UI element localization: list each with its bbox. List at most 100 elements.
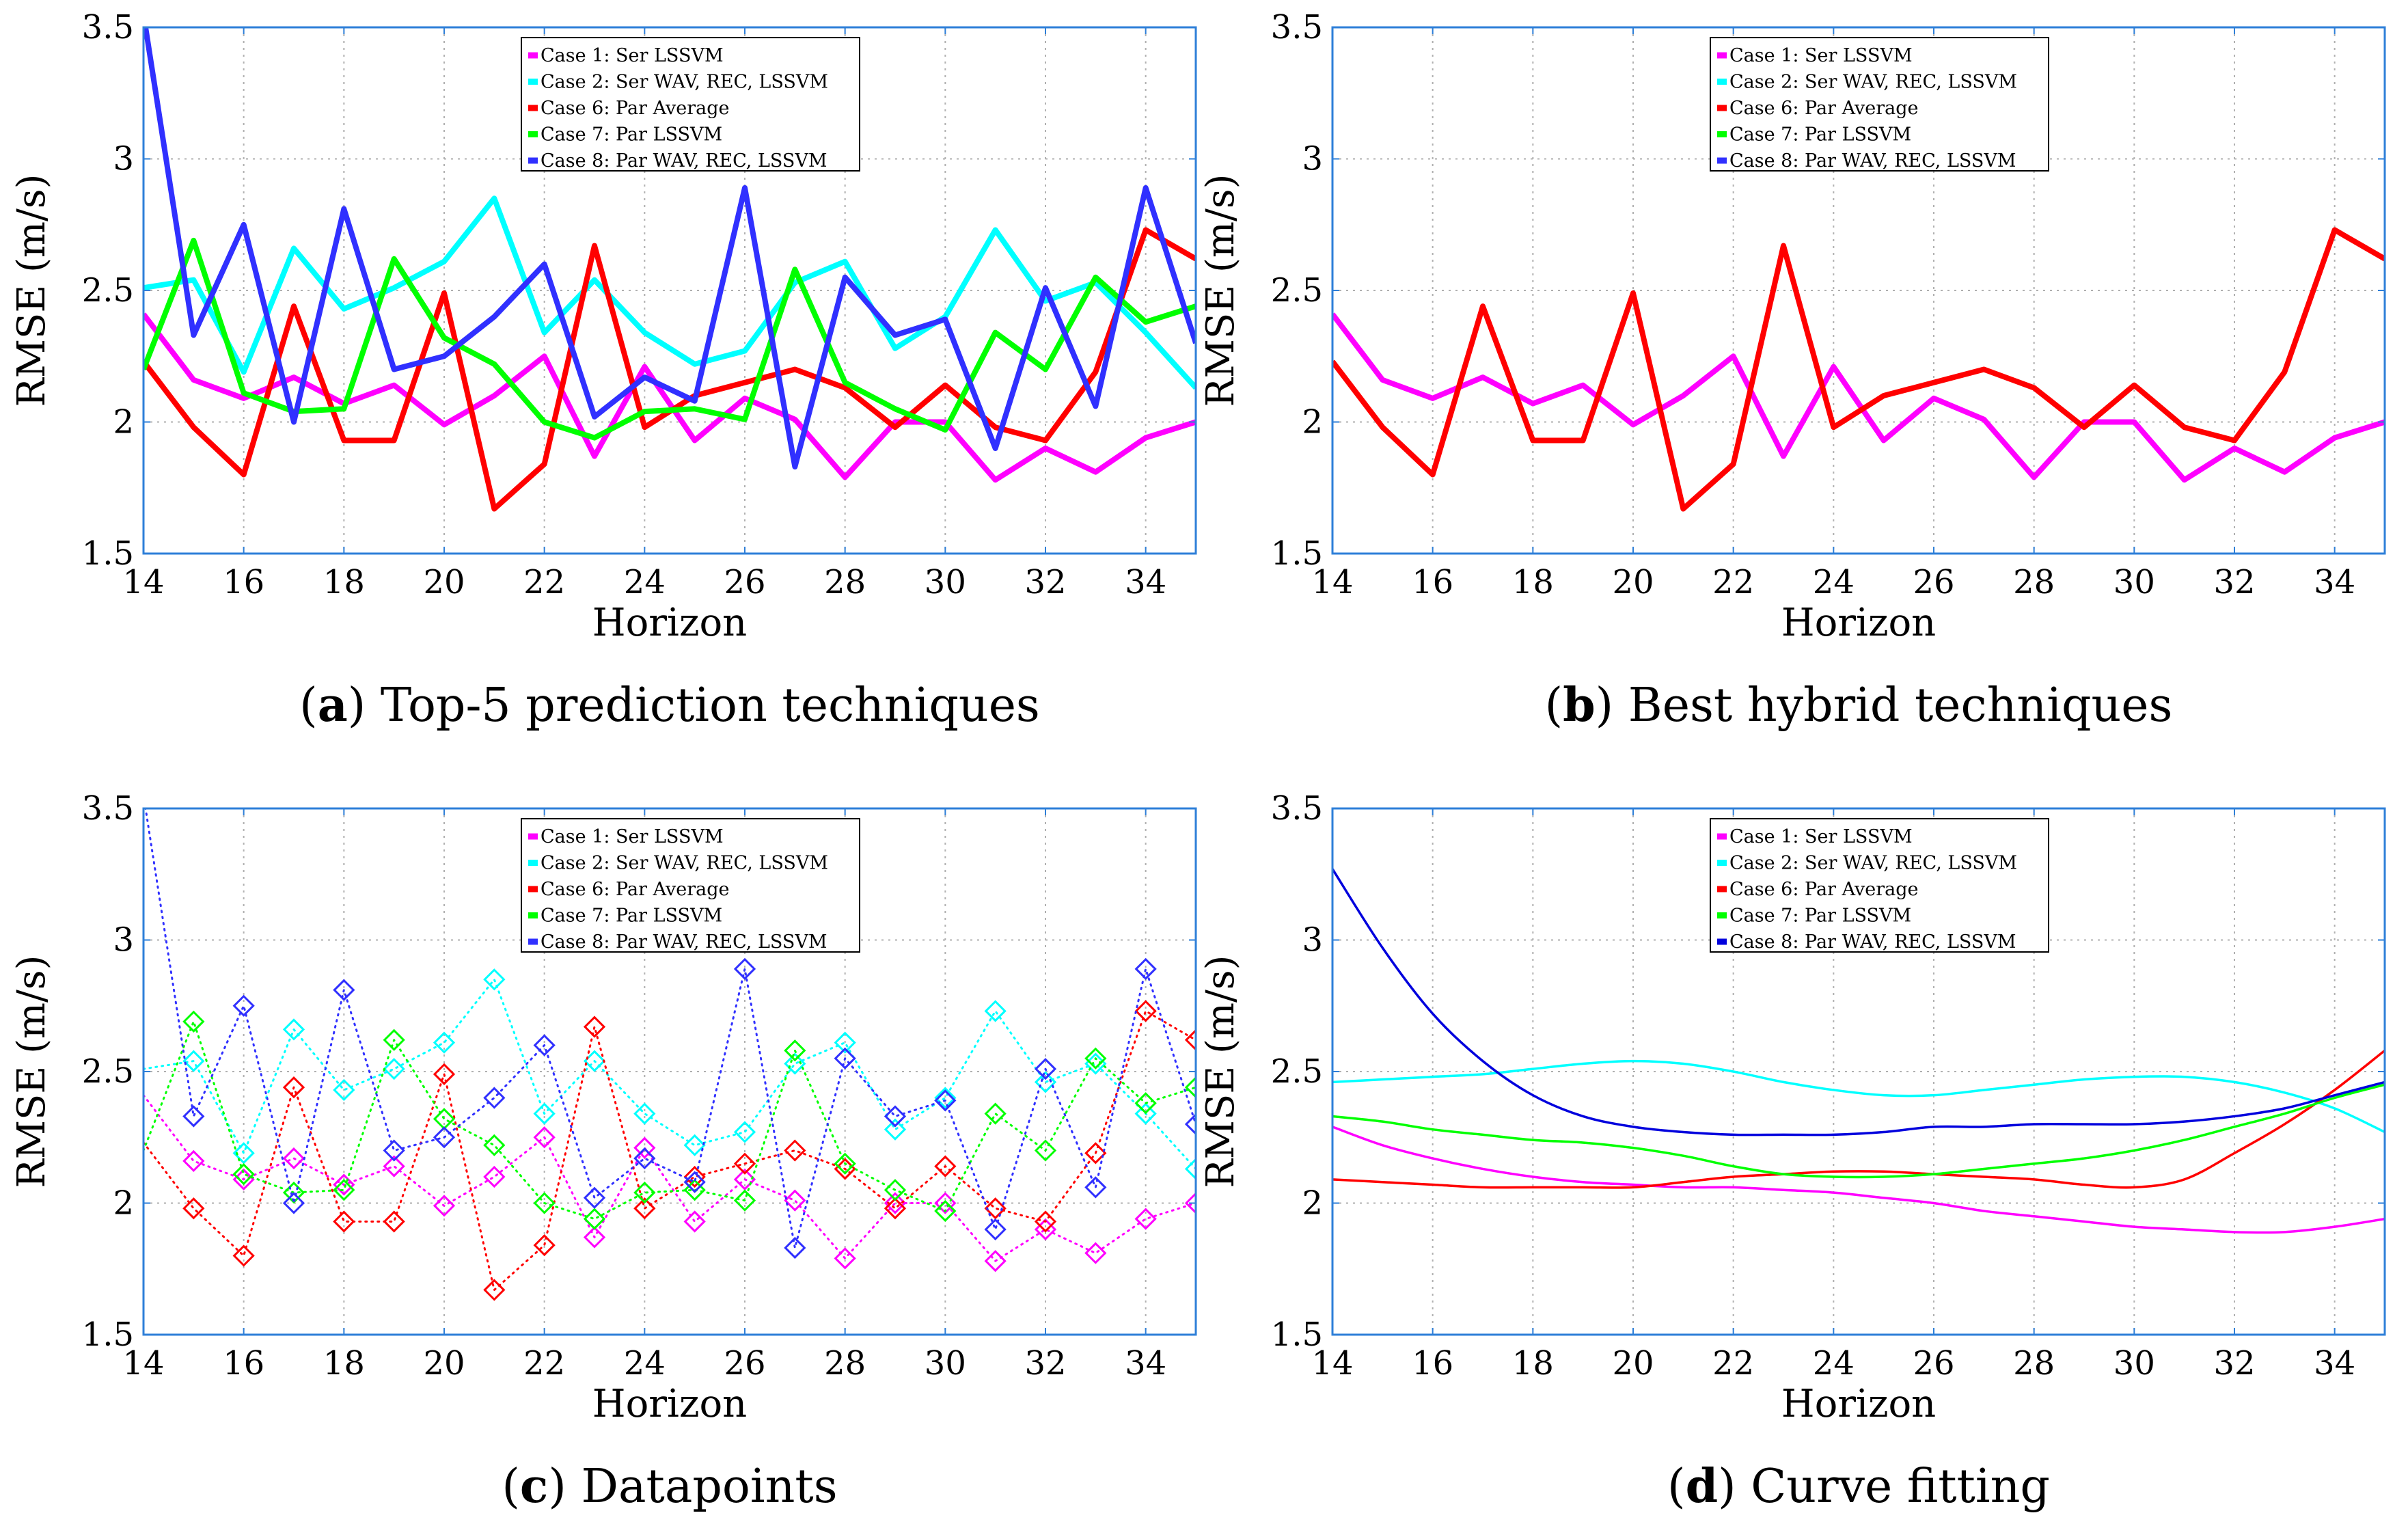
y-axis-label: RMSE (m/s) [1199,955,1243,1188]
data-point-marker [182,1010,205,1033]
data-point-marker [1134,1102,1157,1125]
data-point-marker [984,1250,1007,1272]
data-point-marker [834,1047,856,1070]
data-point-marker [733,957,756,980]
x-axis-label: Horizon [592,1382,748,1426]
caption-letter: d [1686,1459,1719,1514]
plot-area [143,808,1196,1301]
chart-panel-d: 14 16 18 20 22 24 26 28 30 32 34 1.5 2 2.5 3 3.5 Horizon… [1199,789,2386,1514]
series-line-4 [1332,1083,2385,1179]
chart-panel-c: 14 16 18 20 22 24 26 28 30 32 34 1.5 2 2.5 3 3.5 Horizon… [10,789,1197,1514]
legend-box [1710,818,2049,953]
caption-paren: ( [299,679,318,733]
x-tick-label: 14 [1311,1344,1353,1383]
y-tick-label: 2 [113,403,134,441]
y-tick-label: 2.5 [82,271,134,310]
data-point-marker [784,1052,806,1075]
y-tick-label: 2 [113,1184,134,1223]
x-tick-label: 24 [624,563,666,601]
legend-box [521,818,860,953]
x-tick-label: 14 [122,563,164,601]
data-point-marker [1134,1000,1157,1022]
x-tick-label: 20 [423,563,465,601]
caption-paren: ( [1545,679,1563,733]
data-point-marker [1134,1092,1157,1115]
x-tick-label: 28 [2013,1344,2055,1383]
y-tick-label: 3.5 [82,8,134,46]
x-tick-label: 32 [2213,563,2255,601]
data-point-marker [784,1039,806,1062]
data-point-marker [834,1031,856,1054]
y-tick-label: 2 [1302,403,1323,441]
x-tick-label: 30 [925,563,966,601]
data-point-marker [884,1192,907,1214]
data-point-marker [533,1034,556,1057]
data-point-marker [633,1147,656,1170]
legend-box [521,37,860,172]
plot-area [1332,868,2385,1234]
data-point-marker [282,1192,305,1214]
data-point-marker [884,1197,907,1220]
data-point-marker [683,1179,706,1201]
x-tick-label: 20 [423,1344,465,1383]
legend-entry: Case 8: Par WAV, REC, LSSVM [541,931,827,953]
x-tick-label: 34 [1125,1344,1166,1383]
legend-entry: Case 7: Par LSSVM [1729,124,1911,146]
caption-paren: ( [1667,1460,1686,1514]
data-point-marker [533,1234,556,1257]
caption-text: ) Curve fitting [1718,1460,2050,1514]
panel-caption: (d) Curve fitting [1667,1459,2050,1514]
caption-text: ) Best hybrid techniques [1596,679,2173,733]
legend-entry: Case 1: Ser LSSVM [541,45,724,66]
caption-letter: b [1563,678,1596,733]
y-tick-label: 1.5 [82,534,134,573]
legend-entry: Case 2: Ser WAV, REC, LSSVM [1729,853,2017,874]
data-point-marker [182,1050,205,1072]
y-tick-label: 3 [1302,140,1323,178]
x-tick-label: 30 [2113,1344,2155,1383]
series-line-3 [143,1009,1196,1292]
series-line-1 [143,312,1196,483]
data-point-marker [1084,1176,1107,1199]
data-point-marker [934,1087,957,1109]
x-tick-label: 22 [523,563,565,601]
x-tick-label: 24 [624,1344,666,1383]
x-axis-label: Horizon [592,601,748,645]
legend-entry: Case 7: Par LSSVM [541,124,722,146]
data-point-marker [683,1171,706,1193]
data-point-marker [1184,1029,1196,1051]
y-tick-label: 1.5 [82,1316,134,1354]
data-point-marker [633,1136,656,1159]
x-axis-label: Horizon [1781,1382,1937,1426]
legend-box [1710,37,2049,172]
x-tick-label: 18 [1512,563,1554,601]
data-point-marker [934,1199,957,1223]
panel-caption: (c) Datapoints [502,1459,837,1514]
data-point-marker [383,1029,405,1051]
data-point-marker [333,1210,355,1233]
series-line-1 [1332,1126,2385,1234]
series-line-2 [143,195,1196,390]
x-tick-label: 32 [1024,1344,1066,1383]
data-point-marker [1034,1058,1057,1080]
x-tick-label: 16 [223,563,264,601]
data-point-marker [884,1179,907,1201]
x-tick-label: 26 [1913,1344,1954,1383]
y-tick-label: 2.5 [1271,271,1323,310]
legend-entry: Case 8: Par WAV, REC, LSSVM [1729,931,2016,953]
x-tick-label: 20 [1612,563,1654,601]
x-tick-label: 26 [724,1344,765,1383]
x-tick-label: 34 [2314,563,2355,601]
data-point-marker [333,979,355,1001]
data-point-marker [232,994,255,1017]
x-tick-label: 30 [2113,563,2155,601]
x-tick-label: 32 [1024,563,1066,601]
data-point-marker [433,1031,456,1054]
data-point-marker [282,1181,305,1204]
y-axis-label: RMSE (m/s) [10,174,54,407]
legend-entry: Case 1: Ser LSSVM [541,826,724,847]
data-point-marker [232,1244,255,1267]
x-tick-label: 22 [1712,1344,1754,1383]
data-point-marker [583,1016,606,1038]
y-tick-label: 3.5 [1271,8,1323,46]
